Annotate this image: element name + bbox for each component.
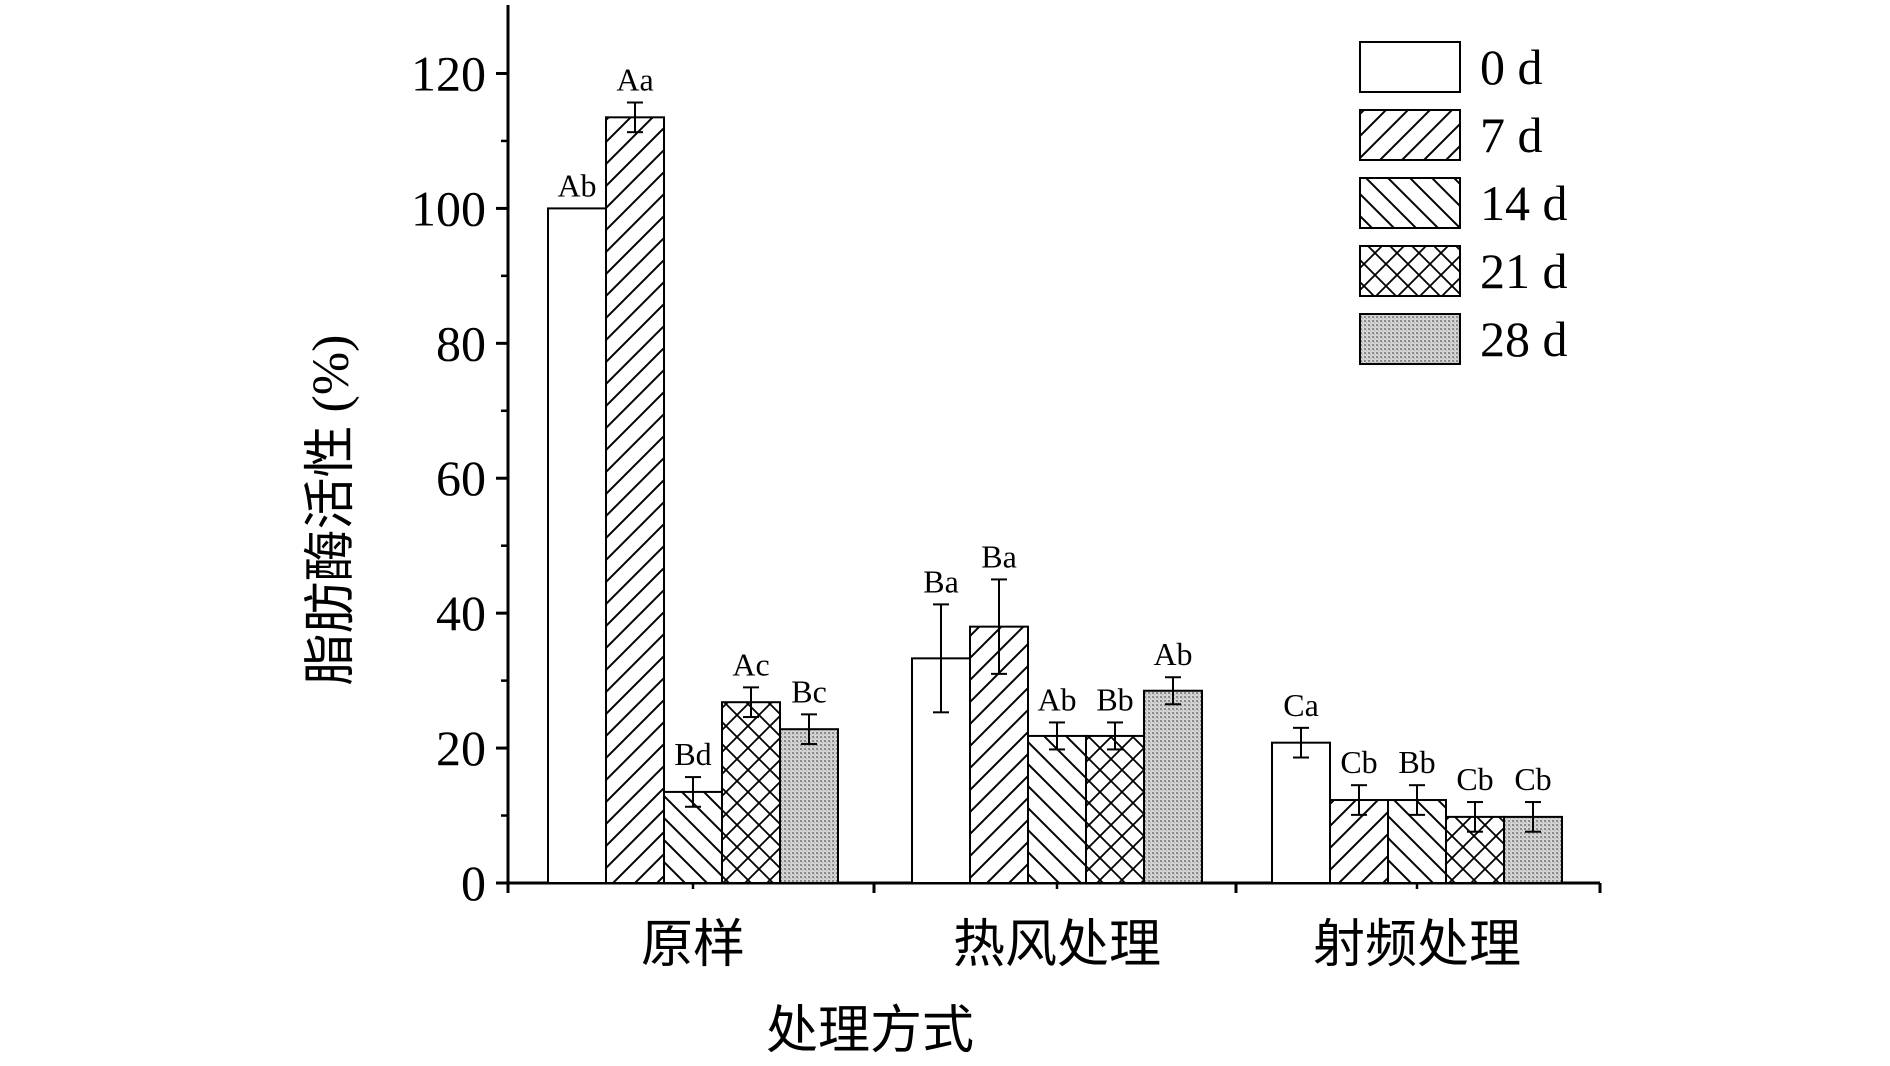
x-category-label: 原样 — [641, 917, 745, 974]
y-tick-label: 20 — [436, 720, 486, 776]
legend-swatch — [1359, 245, 1461, 297]
significance-label: Ab — [557, 167, 596, 203]
y-tick-label: 60 — [436, 450, 486, 506]
bar — [1143, 689, 1203, 885]
legend-label: 0 d — [1480, 39, 1543, 95]
y-axis-title: 脂肪酶活性 (%) — [303, 335, 360, 686]
significance-label: Ab — [1037, 681, 1076, 717]
bar — [1085, 734, 1145, 884]
significance-label: Ac — [732, 646, 769, 682]
bar — [1271, 741, 1331, 885]
significance-label: Bb — [1096, 681, 1133, 717]
legend-label: 14 d — [1480, 175, 1568, 231]
bar — [547, 207, 607, 884]
x-category-label: 热风处理 — [953, 917, 1161, 974]
legend-swatch — [1359, 177, 1461, 229]
significance-label: Bb — [1398, 744, 1435, 780]
significance-label: Bd — [674, 736, 711, 772]
bar — [605, 116, 665, 885]
significance-label: Ab — [1153, 636, 1192, 672]
x-category-label: 射频处理 — [1313, 917, 1521, 974]
legend-label: 28 d — [1480, 311, 1568, 367]
bar — [1027, 734, 1087, 884]
significance-label: Ba — [923, 563, 959, 599]
bar — [721, 701, 781, 885]
legend-swatch — [1359, 109, 1461, 161]
x-axis-title: 处理方式 — [766, 1003, 974, 1060]
legend: 0 d 7 d 14 d 21 d 28 d — [1359, 39, 1568, 367]
legend-swatch — [1359, 41, 1461, 93]
y-tick-label: 120 — [411, 45, 486, 101]
legend-label: 7 d — [1480, 107, 1543, 163]
y-tick-label: 40 — [436, 585, 486, 641]
y-tick-label: 0 — [461, 855, 486, 911]
significance-label: Cb — [1514, 761, 1551, 797]
bar — [779, 728, 839, 885]
significance-label: Ca — [1283, 687, 1319, 723]
significance-label: Cb — [1340, 744, 1377, 780]
significance-label: Bc — [791, 673, 827, 709]
significance-label: Cb — [1456, 761, 1493, 797]
significance-label: Ba — [981, 538, 1017, 574]
legend-swatch — [1359, 313, 1461, 365]
plot-area: 0 20 40 60 80 100 120 Ab Aa Bd Ac Bc 原样 Ba Ba Ab Bb Ab 热风处… — [411, 5, 1602, 974]
legend-label: 21 d — [1480, 243, 1568, 299]
y-tick-label: 80 — [436, 315, 486, 371]
y-tick-label: 100 — [411, 180, 486, 236]
significance-label: Aa — [616, 61, 653, 97]
